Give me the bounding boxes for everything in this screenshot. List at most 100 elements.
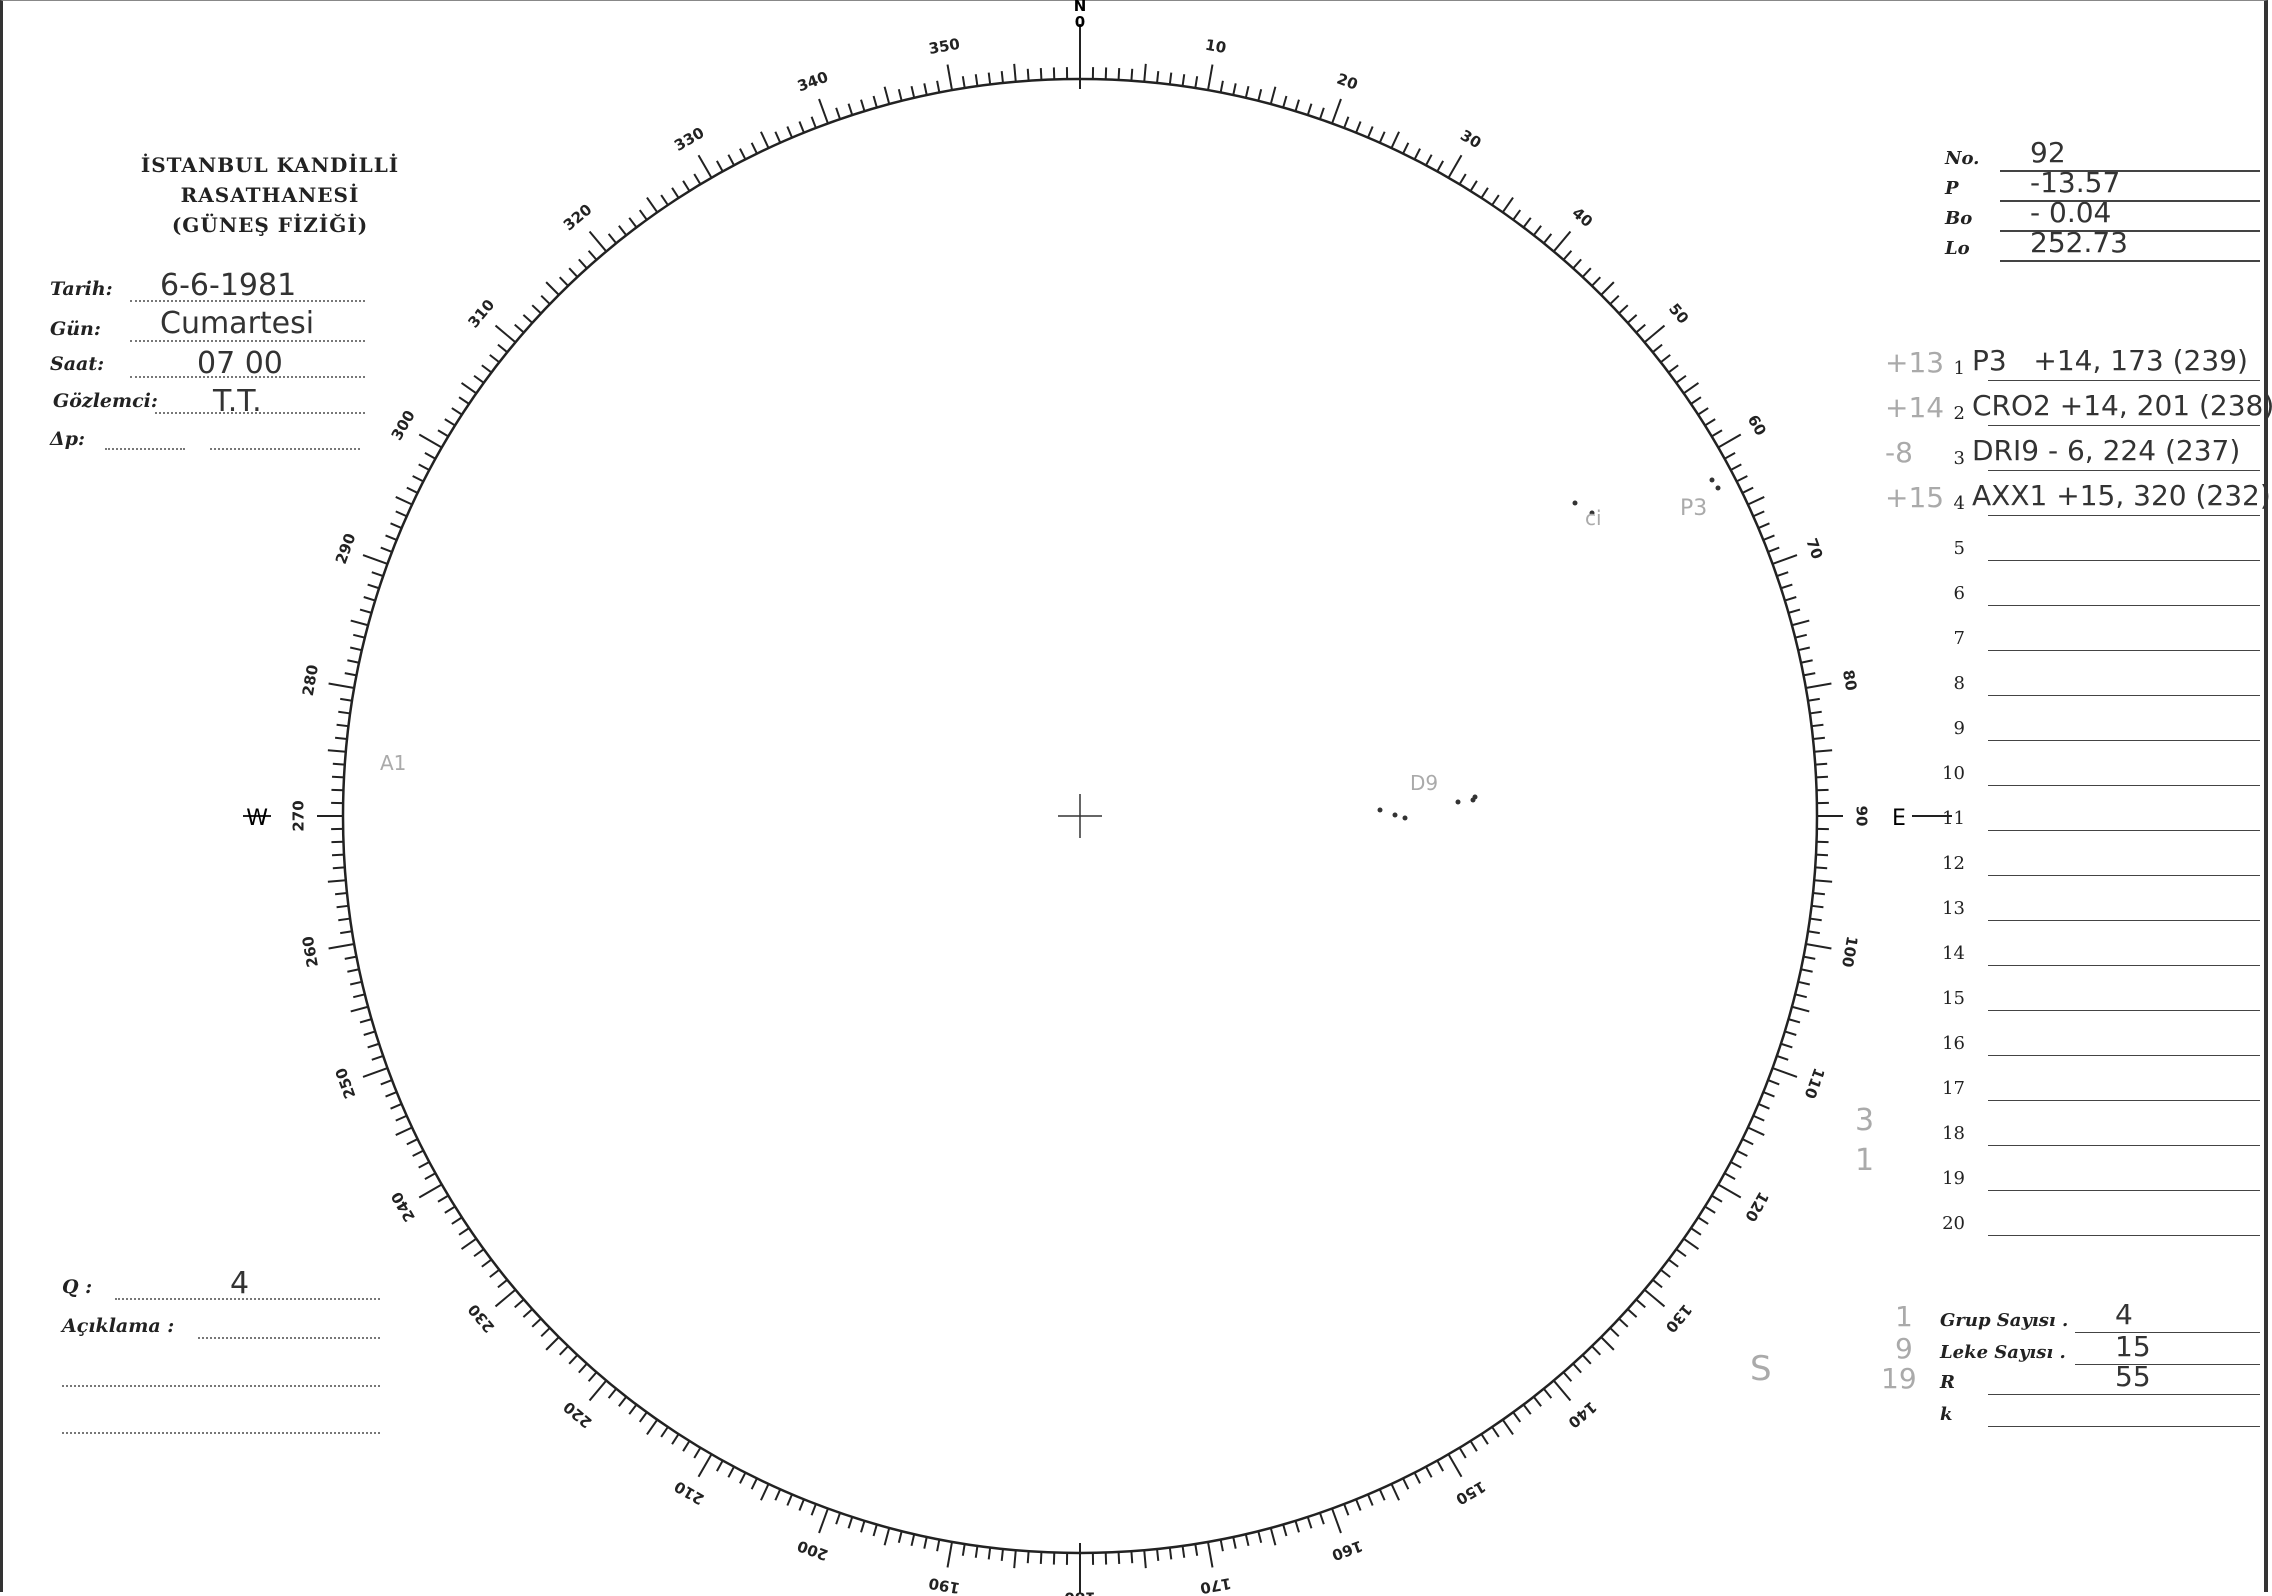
group-row-line <box>1988 695 2260 696</box>
degree-tick <box>545 1336 560 1351</box>
degree-tick <box>1675 1248 1687 1258</box>
q-value[interactable]: 4 <box>230 1266 250 1301</box>
gozlemci-line <box>155 412 365 414</box>
degree-tick <box>1815 762 1828 766</box>
param-value[interactable]: - 0.04 <box>2030 196 2112 229</box>
degree-tick <box>347 968 360 973</box>
group-row-value[interactable]: CRO2 +14, 201 (238) <box>1972 389 2272 422</box>
institution-header: İSTANBUL KANDİLLİ RASATHANESİ (GÜNEŞ FİZ… <box>50 150 490 240</box>
degree-tick <box>349 646 363 652</box>
degree-tick <box>406 1138 419 1146</box>
degree-tick <box>340 697 353 702</box>
param-value[interactable]: -13.57 <box>2030 166 2121 199</box>
param-value[interactable]: 252.73 <box>2030 226 2128 259</box>
degree-tick <box>671 187 680 199</box>
degree-tick <box>760 131 770 149</box>
gun-label: Gün: <box>50 318 101 340</box>
degree-tick <box>1618 1317 1629 1328</box>
degree-tick <box>514 323 525 334</box>
degree-tick <box>1814 749 1833 753</box>
degree-tick <box>412 475 424 483</box>
pencil-annotation-one: 1 <box>1855 1143 1874 1178</box>
group-row-value[interactable]: AXX1 +15, 320 (232) <box>1972 479 2271 512</box>
group-row-line <box>1988 920 2260 921</box>
degree-tick <box>1711 429 1723 438</box>
degree-tick <box>1413 148 1421 160</box>
group-row-number: 16 <box>1942 1033 1965 1054</box>
degree-label: 310 <box>464 296 498 332</box>
group-pencil-note: -8 <box>1885 436 1913 469</box>
degree-tick <box>1367 1494 1374 1506</box>
tarih-label: Tarih: <box>50 278 113 300</box>
degree-tick <box>531 1317 542 1328</box>
degree-tick <box>1812 892 1826 896</box>
degree-tick <box>390 522 402 529</box>
degree-tick <box>481 364 493 374</box>
degree-tick <box>390 1103 402 1110</box>
degree-tick <box>1458 1447 1467 1459</box>
degree-tick <box>1797 980 1811 986</box>
aciklama-line-1 <box>198 1337 380 1339</box>
degree-tick <box>1741 486 1754 494</box>
degree-label: 260 <box>299 935 322 969</box>
degree-tick <box>1117 67 1121 81</box>
degree-tick <box>1343 116 1350 129</box>
degree-tick <box>1730 463 1742 471</box>
summary-label: k <box>1940 1404 1953 1425</box>
degree-tick <box>1609 1327 1620 1338</box>
summary-value[interactable]: 4 <box>2115 1298 2133 1331</box>
degree-label: 120 <box>1741 1189 1772 1225</box>
degree-tick <box>1512 1411 1522 1423</box>
group-row-line <box>1988 425 2260 426</box>
saat-value[interactable]: 07 00 <box>197 346 283 381</box>
degree-tick <box>872 95 878 108</box>
param-value[interactable]: 92 <box>2030 136 2066 169</box>
group-row-number: 1 <box>1953 358 1965 379</box>
degree-tick <box>1244 85 1250 99</box>
gozlemci-value[interactable]: T.T. <box>213 384 262 419</box>
degree-tick <box>558 276 569 287</box>
group-row-line <box>1988 1055 2260 1056</box>
summary-value[interactable]: 55 <box>2115 1360 2151 1393</box>
summary-value[interactable]: 15 <box>2115 1330 2151 1363</box>
group-row-value[interactable]: P3 +14, 173 (239) <box>1972 344 2248 377</box>
degree-tick <box>587 1371 598 1382</box>
degree-tick <box>1758 1103 1770 1110</box>
group-row-value[interactable]: DRI9 - 6, 224 (237) <box>1972 434 2241 467</box>
degree-tick <box>1794 993 1807 999</box>
group-row-number: 2 <box>1953 403 1965 424</box>
degree-tick <box>1791 1005 1810 1013</box>
delta-p-line-1 <box>105 448 185 450</box>
degree-tick <box>1532 1396 1542 1407</box>
degree-tick <box>872 1524 878 1537</box>
degree-tick <box>497 1279 508 1289</box>
degree-tick <box>522 314 533 324</box>
param-line <box>2000 260 2260 262</box>
degree-tick <box>697 1453 713 1478</box>
north-zero-label: 0 <box>1075 13 1085 31</box>
group-row-number: 3 <box>1953 448 1965 469</box>
group-row-line <box>1988 1100 2260 1101</box>
degree-tick <box>1343 1503 1350 1516</box>
param-label: Bo <box>1945 208 1973 229</box>
degree-tick <box>1609 294 1620 305</box>
degree-tick <box>568 1354 579 1365</box>
degree-tick <box>473 374 485 384</box>
group-row-number: 15 <box>1942 988 1965 1009</box>
degree-tick <box>847 1516 854 1529</box>
tarih-value[interactable]: 6-6-1981 <box>160 268 297 303</box>
degree-tick <box>380 1079 393 1086</box>
gun-value[interactable]: Cumartesi <box>160 306 315 341</box>
degree-tick <box>1717 433 1742 449</box>
degree-tick <box>327 879 346 883</box>
degree-tick <box>1425 154 1433 166</box>
degree-tick <box>1425 1466 1433 1478</box>
degree-tick <box>1232 1536 1237 1549</box>
q-line <box>115 1298 380 1300</box>
group-row-number: 19 <box>1942 1168 1965 1189</box>
group-row-line <box>1988 1235 2260 1236</box>
param-line <box>2000 170 2260 172</box>
degree-tick <box>1697 1216 1709 1225</box>
sunspot-dot <box>1377 807 1383 813</box>
degree-tick <box>494 324 517 344</box>
